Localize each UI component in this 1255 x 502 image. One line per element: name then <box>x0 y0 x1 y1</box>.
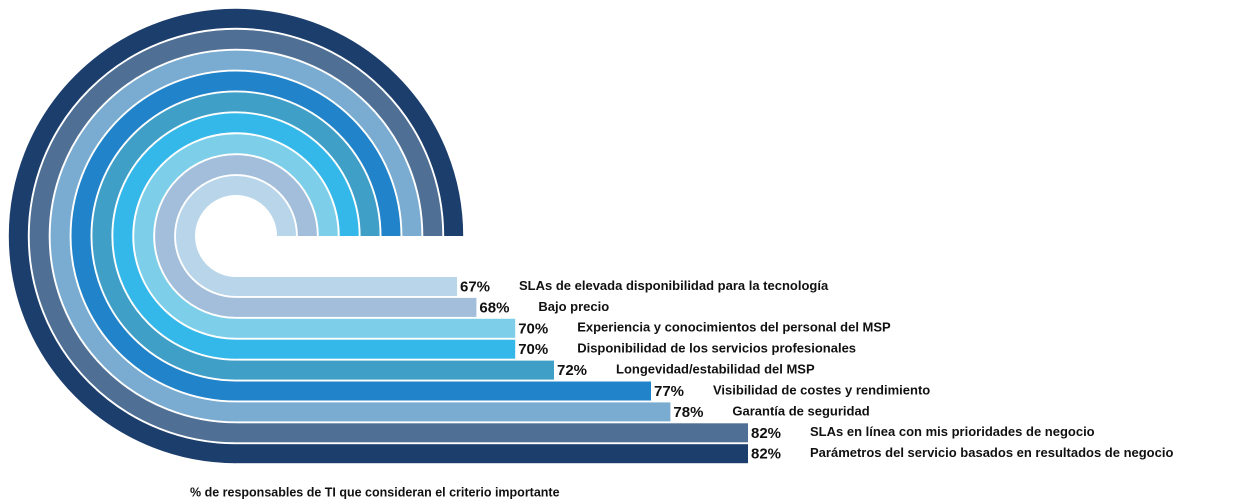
category-label: Longevidad/estabilidad del MSP <box>616 362 815 377</box>
bar <box>235 402 671 422</box>
x-axis-label: % de responsables de TI que consideran e… <box>190 485 560 499</box>
value-label: 82% <box>751 425 781 442</box>
value-label: 70% <box>518 320 548 337</box>
ring <box>134 134 338 338</box>
category-label: SLAs en línea con mis prioridades de neg… <box>810 424 1095 439</box>
category-label: Visibilidad de costes y rendimiento <box>713 382 930 397</box>
value-label: 67% <box>460 278 490 295</box>
category-label: Garantía de seguridad <box>732 403 869 418</box>
category-label: Disponibilidad de los servicios profesio… <box>577 341 856 356</box>
category-label: Bajo precio <box>538 299 609 314</box>
ring <box>8 8 464 464</box>
bar <box>235 277 457 296</box>
ring <box>71 71 401 401</box>
value-label: 77% <box>654 383 684 400</box>
category-label: SLAs de elevada disponibilidad para la t… <box>519 278 829 293</box>
ring <box>155 155 317 317</box>
ring <box>113 113 359 359</box>
bar <box>235 360 554 380</box>
bar <box>235 339 516 359</box>
ring <box>50 50 422 422</box>
category-label: Experiencia y conocimientos del personal… <box>577 320 891 335</box>
bar <box>235 381 651 401</box>
category-label: Parámetros del servicio basados en resul… <box>810 445 1173 460</box>
bar <box>235 444 748 464</box>
value-label: 82% <box>751 446 781 463</box>
bar <box>235 318 516 338</box>
value-label: 70% <box>518 341 548 358</box>
value-label: 68% <box>479 299 509 316</box>
value-label: 78% <box>673 404 703 421</box>
bar <box>235 423 748 443</box>
ring <box>176 176 296 296</box>
value-label: 72% <box>557 362 587 379</box>
ring <box>92 92 380 380</box>
bar <box>235 297 477 317</box>
ring <box>29 29 443 443</box>
